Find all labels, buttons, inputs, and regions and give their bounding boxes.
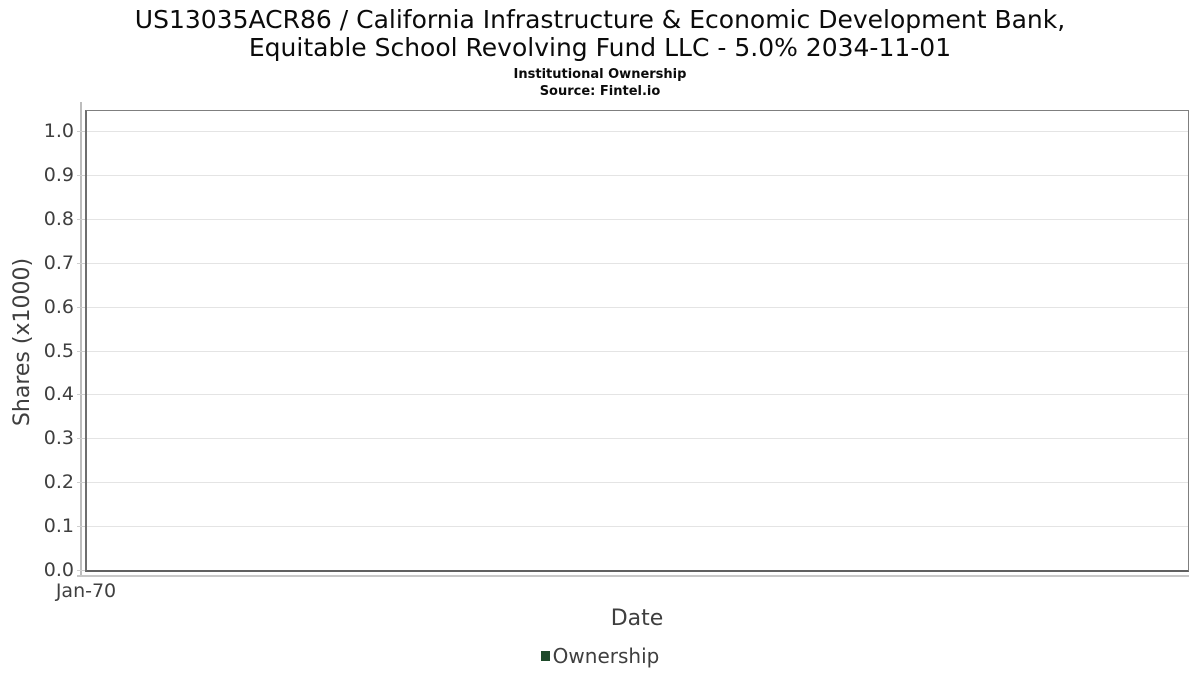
y-tick xyxy=(77,219,85,220)
plot-area[interactable] xyxy=(85,110,1189,572)
chart-title: US13035ACR86 / California Infrastructure… xyxy=(0,6,1200,62)
y-tick-label: 0.1 xyxy=(43,515,74,537)
y-tick-label: 0.7 xyxy=(43,252,74,274)
y-gridline xyxy=(87,526,1188,527)
chart-subtitle: Institutional Ownership xyxy=(513,67,687,82)
y-gridline xyxy=(87,351,1188,352)
legend[interactable]: Ownership xyxy=(0,645,1200,667)
y-tick-label: 0.3 xyxy=(43,427,74,449)
y-tick-label: 0.8 xyxy=(43,208,74,230)
y-gridline xyxy=(87,307,1188,308)
y-tick-label: 0.5 xyxy=(43,340,74,362)
y-gridline xyxy=(87,438,1188,439)
y-tick-label: 0.0 xyxy=(43,559,74,581)
legend-label: Ownership xyxy=(552,644,660,668)
y-axis-line xyxy=(80,102,82,577)
y-tick xyxy=(77,307,85,308)
y-tick-label: 1.0 xyxy=(43,120,74,142)
chart-title-line-2: Equitable School Revolving Fund LLC - 5.… xyxy=(248,33,952,62)
y-gridline xyxy=(87,219,1188,220)
y-tick xyxy=(77,263,85,264)
x-tick-label: Jan-70 xyxy=(55,580,117,602)
y-tick xyxy=(77,131,85,132)
y-tick xyxy=(77,175,85,176)
y-gridline xyxy=(87,482,1188,483)
chart-source: Source: Fintel.io xyxy=(539,84,661,99)
y-tick xyxy=(77,351,85,352)
y-tick xyxy=(77,482,85,483)
y-gridline xyxy=(87,394,1188,395)
y-tick-label: 0.9 xyxy=(43,164,74,186)
x-axis-line xyxy=(77,575,1189,577)
y-tick xyxy=(77,526,85,527)
y-gridline xyxy=(87,131,1188,132)
y-tick xyxy=(77,570,85,571)
x-axis-title: Date xyxy=(610,606,664,631)
y-tick xyxy=(77,394,85,395)
chart-title-line-1: US13035ACR86 / California Infrastructure… xyxy=(134,5,1066,34)
y-gridline xyxy=(87,263,1188,264)
y-gridline xyxy=(87,175,1188,176)
legend-swatch-icon xyxy=(540,651,550,661)
y-tick-label: 0.6 xyxy=(43,296,74,318)
y-tick xyxy=(77,438,85,439)
y-tick-label: 0.4 xyxy=(43,383,74,405)
y-tick-label: 0.2 xyxy=(43,471,74,493)
